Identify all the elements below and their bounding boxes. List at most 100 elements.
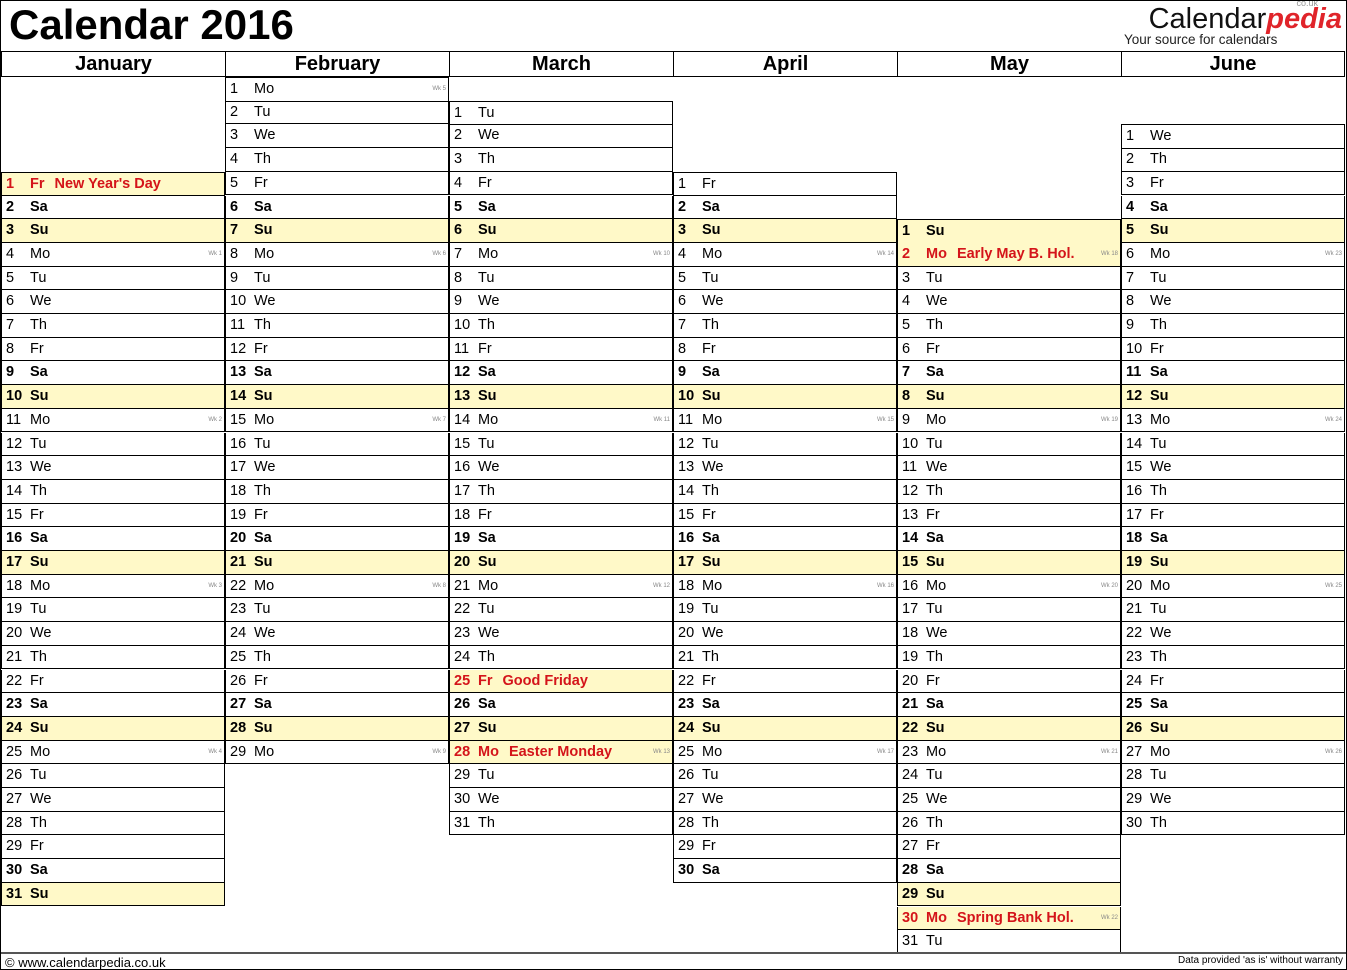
day-cell: 1 Fr: [673, 171, 897, 197]
day-number: 10: [678, 388, 695, 405]
day-number: 11: [454, 340, 470, 357]
footer-divider: [1, 952, 1346, 954]
weekday-label: Th: [926, 648, 943, 665]
day-cell: 14 Su: [225, 385, 449, 409]
weekday-label: Su: [702, 719, 721, 736]
day-number: 14: [902, 530, 919, 547]
day-cell: 3 Th: [449, 148, 673, 172]
day-number: 17: [454, 482, 471, 499]
day-cell: 6 Su: [449, 219, 673, 243]
week-number: Wk 5: [432, 86, 446, 92]
day-cell: 26 Tu: [673, 764, 897, 788]
month-column-january: January 1 Fr New Year's Day 2 Sa 3 Su 4 Mo Wk 1 5 Tu…: [1, 51, 225, 907]
day-cell: 11 We: [897, 456, 1121, 480]
day-cell: 19 Fr: [225, 503, 449, 528]
weekday-label: Fr: [926, 340, 940, 357]
weekday-label: Sa: [254, 530, 272, 547]
holiday-label: Spring Bank Hol.: [956, 909, 1074, 926]
weekday-label: Su: [478, 222, 497, 239]
day-cell: 4 Mo Wk 1: [1, 242, 225, 267]
logo-main: Calendar: [1148, 3, 1267, 35]
day-number: 4: [678, 245, 687, 262]
weekday-label: Fr: [702, 838, 716, 855]
weekday-label: Sa: [926, 696, 944, 713]
day-number: 27: [454, 719, 471, 736]
week-number: Wk 25: [1324, 582, 1342, 589]
weekday-label: Sa: [926, 364, 944, 381]
day-number: 29: [6, 838, 23, 855]
weekday-label: Th: [702, 648, 719, 665]
weekday-label: Sa: [702, 198, 720, 215]
week-number: Wk 11: [653, 416, 670, 423]
day-cell: 14 Th: [673, 479, 897, 504]
day-cell: 29 Mo Wk 9: [225, 740, 449, 765]
weekday-label: Th: [926, 317, 943, 333]
day-cell: 2 Tu: [225, 100, 449, 125]
day-cell: 27 We: [1, 788, 225, 812]
day-number: 23: [1126, 648, 1143, 665]
weekday-label: Mo: [30, 743, 51, 760]
day-cell: 11 Mo Wk 2: [1, 408, 225, 433]
weekday-label: Fr: [1150, 672, 1164, 689]
weekday-label: Sa: [1150, 198, 1168, 215]
day-number: 11: [678, 411, 694, 428]
day-cell: 21 Th: [673, 645, 897, 670]
day-number: 28: [1126, 767, 1143, 784]
day-number: 2: [230, 103, 239, 120]
weekday-label: We: [702, 791, 724, 807]
weekday-label: Fr: [30, 175, 45, 192]
day-cell: 31 Tu: [897, 930, 1121, 954]
day-cell: 21 Th: [1, 645, 225, 670]
weekday-label: Su: [30, 554, 49, 570]
day-number: 7: [230, 222, 239, 239]
day-number: 2: [454, 127, 463, 144]
day-cell: 22 We: [1121, 622, 1345, 646]
weekday-label: Sa: [926, 862, 944, 879]
week-number: Wk 6: [432, 250, 446, 257]
day-cell: 6 We: [673, 290, 897, 314]
day-cell: 24 Su: [1, 716, 225, 741]
day-cell: 15 Mo Wk 7: [225, 408, 449, 433]
day-number: 1: [6, 175, 15, 192]
day-number: 12: [6, 435, 23, 452]
weekday-label: Fr: [30, 672, 44, 689]
weekday-label: Tu: [478, 269, 495, 286]
day-number: 19: [678, 601, 695, 618]
day-cell: 15 Fr: [1, 503, 225, 528]
day-cell: 18 Th: [225, 479, 449, 504]
day-number: 16: [902, 577, 919, 594]
day-cell: 5 Tu: [1, 266, 225, 291]
day-cell: 21 Su: [225, 551, 449, 575]
day-number: 27: [230, 696, 247, 713]
weekday-label: Tu: [478, 435, 495, 452]
day-cell: 17 Su: [1, 551, 225, 575]
weekday-label: Th: [1150, 151, 1167, 168]
day-cell: 6 Sa: [225, 195, 449, 220]
day-number: 19: [6, 601, 23, 618]
day-cell: 10 Tu: [897, 432, 1121, 457]
day-cell: 24 Fr: [1121, 669, 1345, 694]
weekday-label: Sa: [926, 530, 944, 547]
week-number: Wk 16: [876, 582, 894, 589]
day-cell: 16 Sa: [1, 527, 225, 551]
weekday-label: Tu: [926, 767, 943, 784]
week-number: Wk 4: [208, 748, 222, 755]
weekday-label: Su: [478, 388, 497, 405]
weekday-label: Tu: [30, 767, 47, 784]
weekday-label: Fr: [254, 506, 268, 523]
day-number: 22: [454, 601, 471, 618]
day-number: 22: [6, 672, 23, 689]
weekday-label: Th: [478, 648, 495, 665]
day-number: 9: [6, 364, 15, 381]
day-number: 18: [1126, 530, 1143, 547]
day-cell: 2 Th: [1121, 148, 1345, 172]
day-cell: 22 Fr: [673, 669, 897, 694]
day-number: 22: [678, 672, 695, 689]
day-number: 22: [1126, 625, 1143, 642]
weekday-label: Su: [30, 885, 49, 902]
weekday-label: Tu: [478, 601, 495, 618]
day-cell: 27 We: [673, 788, 897, 812]
day-number: 5: [230, 174, 239, 191]
day-number: 20: [454, 554, 471, 570]
